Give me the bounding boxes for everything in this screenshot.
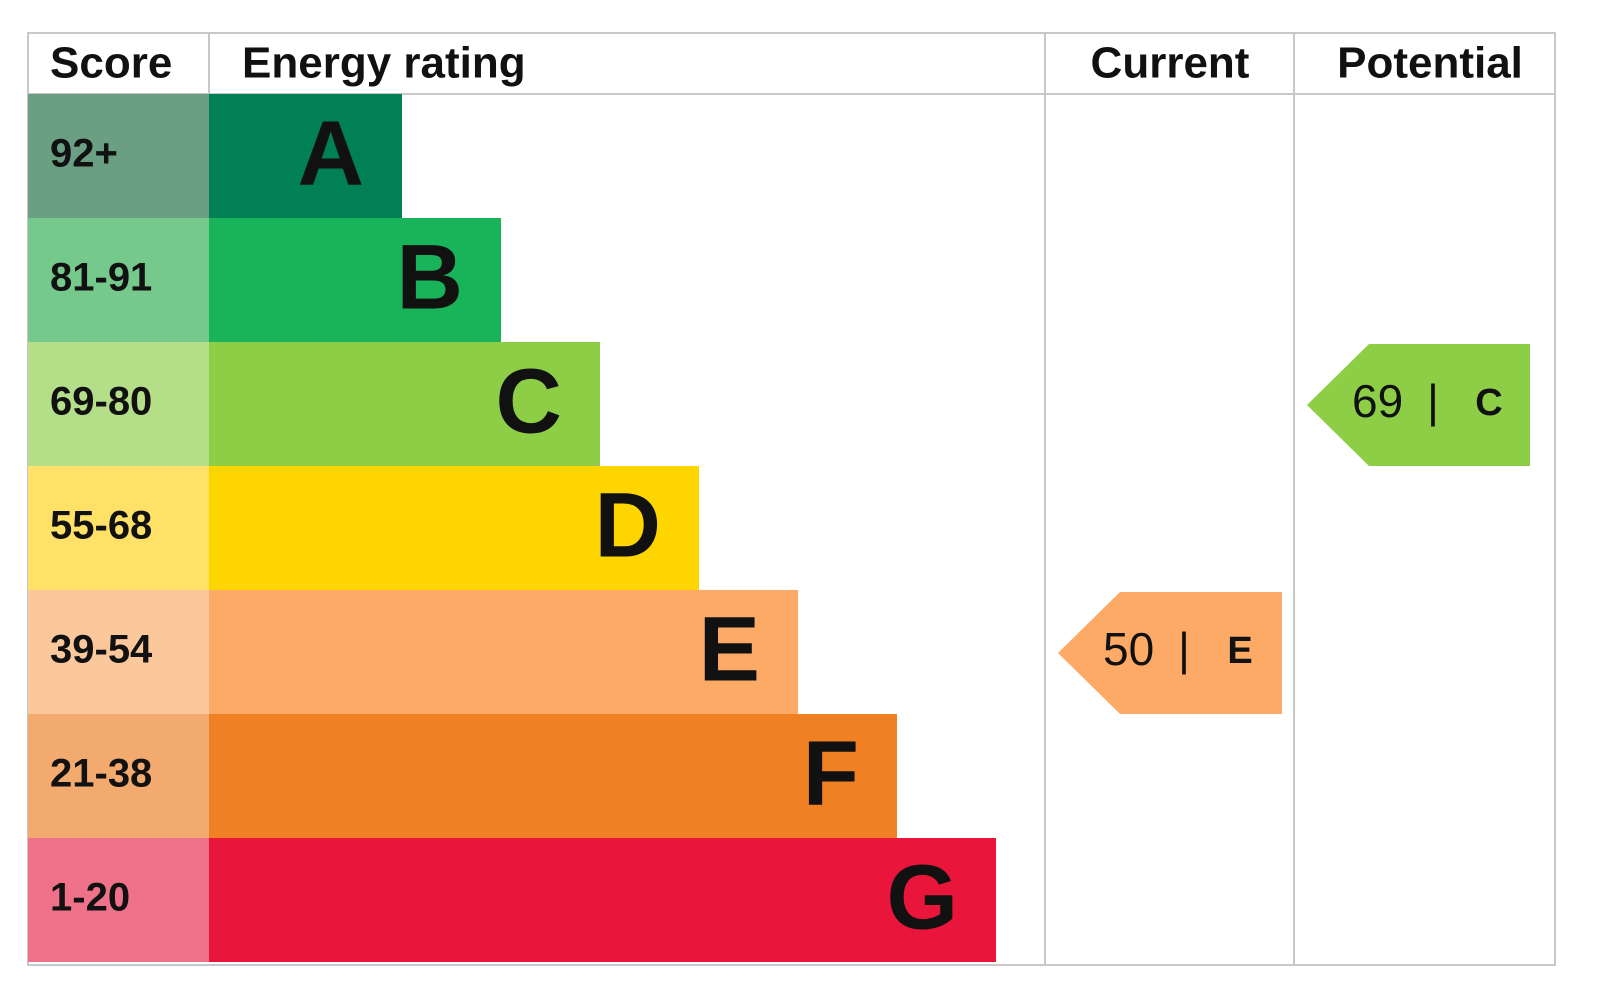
score-cell: [28, 466, 209, 590]
score-cell: [28, 714, 209, 838]
rating-bar: [209, 94, 402, 218]
current-separator: |: [1178, 623, 1190, 675]
rating-bar: [209, 714, 897, 838]
rating-bar: [209, 342, 600, 466]
potential-arrow: [1307, 344, 1530, 466]
current-arrow: [1058, 592, 1282, 714]
score-label: 81-91: [50, 256, 152, 300]
header-current: Current: [1091, 39, 1250, 88]
header-score: Score: [50, 39, 172, 88]
score-cell: [28, 218, 209, 342]
score-cell: [28, 838, 209, 962]
score-label: 92+: [50, 132, 118, 176]
rating-letter: B: [397, 226, 463, 328]
rating-bar: [209, 838, 996, 962]
rating-letter: F: [803, 722, 859, 824]
score-cell: [28, 342, 209, 466]
rating-bar: [209, 218, 501, 342]
score-label: 55-68: [50, 504, 152, 548]
score-label: 1-20: [50, 876, 130, 920]
rating-letter: D: [595, 474, 661, 576]
current-value: 50: [1103, 623, 1154, 675]
potential-rating: C: [1475, 382, 1502, 424]
potential-value: 69: [1352, 375, 1403, 427]
score-cell: [28, 94, 209, 218]
score-label: 39-54: [50, 628, 153, 672]
header-rating: Energy rating: [242, 39, 526, 88]
rating-letter: G: [886, 846, 958, 948]
score-cell: [28, 590, 209, 714]
header-potential: Potential: [1337, 39, 1523, 88]
rating-letter: E: [699, 598, 760, 700]
potential-separator: |: [1427, 375, 1439, 427]
rating-bar: [209, 590, 798, 714]
score-label: 21-38: [50, 752, 152, 796]
rating-letter: C: [496, 350, 562, 452]
score-label: 69-80: [50, 380, 152, 424]
rating-letter: A: [298, 102, 364, 204]
current-rating: E: [1227, 630, 1252, 672]
rating-bar: [209, 466, 699, 590]
